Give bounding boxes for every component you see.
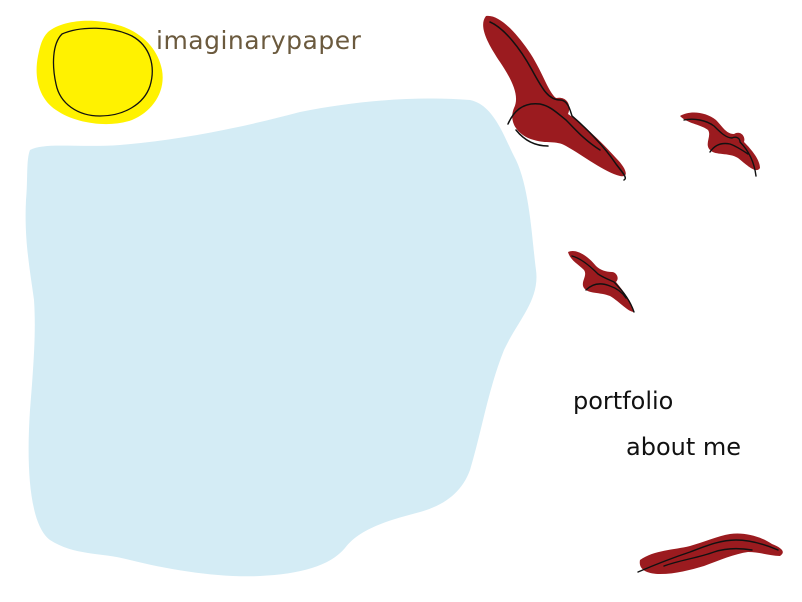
bird-icon xyxy=(568,250,635,313)
bird-icon xyxy=(637,533,783,574)
sun-icon xyxy=(36,20,163,125)
nav-link-about-me[interactable]: about me xyxy=(626,433,742,461)
nav-link-portfolio[interactable]: portfolio xyxy=(573,387,674,415)
bird-icon xyxy=(680,112,760,177)
site-title-logo[interactable]: imaginarypaper xyxy=(156,26,362,55)
bird-icon xyxy=(483,15,627,181)
content-panel xyxy=(25,98,537,577)
